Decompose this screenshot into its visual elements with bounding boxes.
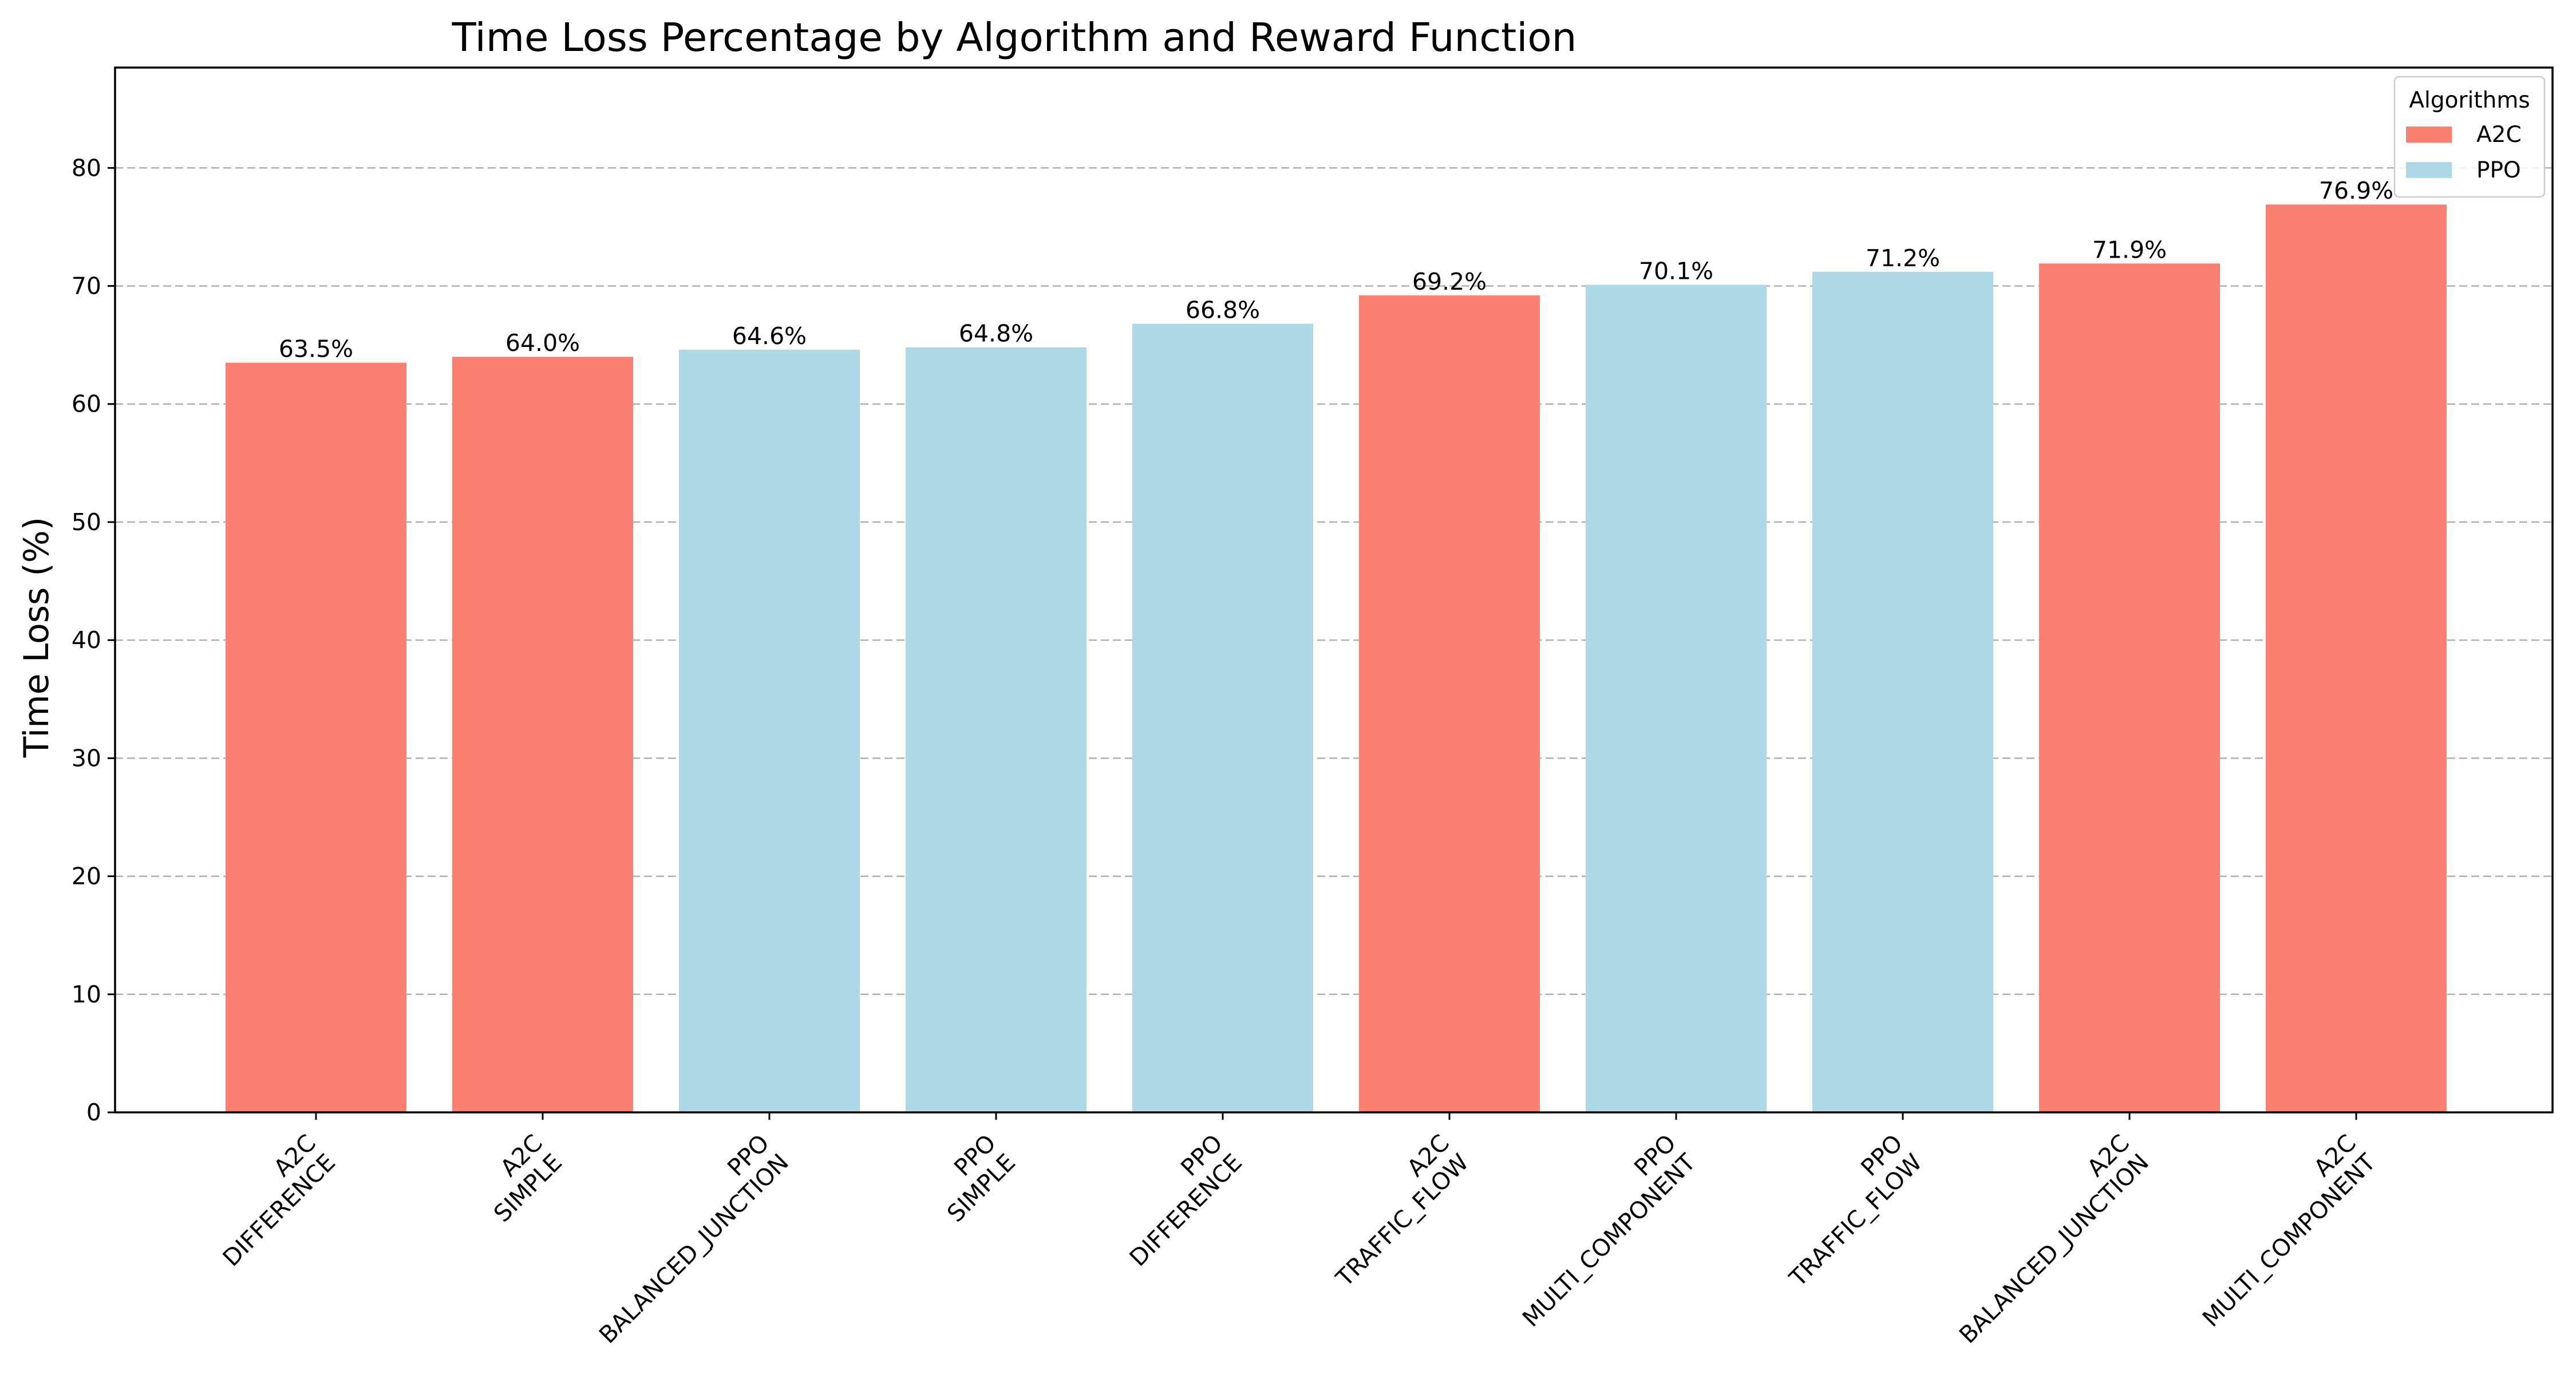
y-axis-label: Time Loss (%) <box>17 517 57 758</box>
x-tick-label-reward: MULTI_COMPONENT <box>1517 1148 1701 1332</box>
x-tick-label-reward: BALANCED_JUNCTION <box>1954 1148 2154 1349</box>
bar-a2c-difference <box>226 362 406 1112</box>
x-tick-label: A2CSIMPLE <box>469 1129 567 1227</box>
x-tick-label: PPOMULTI_COMPONENT <box>1498 1128 1701 1332</box>
bars <box>226 204 2447 1113</box>
bar-ppo-balanced-junction <box>679 349 860 1113</box>
y-tick-label: 10 <box>72 981 101 1008</box>
data-label: 76.9% <box>2319 177 2393 204</box>
bar-ppo-traffic-flow <box>1812 271 1993 1112</box>
y-tick-label: 70 <box>72 272 101 299</box>
data-label: 71.2% <box>1866 244 1940 272</box>
x-tick-label: A2CMULTI_COMPONENT <box>2178 1128 2381 1332</box>
y-tick-label: 60 <box>72 390 101 418</box>
bar-a2c-balanced-junction <box>2039 263 2220 1112</box>
data-label: 71.9% <box>2092 236 2167 263</box>
x-tick-label: A2CTRAFFIC_FLOW <box>1311 1129 1474 1292</box>
bar-a2c-traffic-flow <box>1359 295 1540 1112</box>
data-label: 64.6% <box>732 322 807 350</box>
data-label: 63.5% <box>279 335 353 363</box>
y-tick-label: 40 <box>72 626 101 654</box>
data-label: 69.2% <box>1412 268 1487 295</box>
bar-ppo-multi-component <box>1586 285 1767 1112</box>
legend-swatch-ppo <box>2406 162 2452 178</box>
data-label: 66.8% <box>1186 296 1260 323</box>
y-tick-label: 80 <box>72 154 101 181</box>
x-tick-label: A2CDIFFERENCE <box>198 1129 341 1272</box>
x-axis: A2CDIFFERENCE A2CSIMPLE PPOBALANCED_JUNCTI… <box>198 1112 2381 1349</box>
y-tick-label: 50 <box>72 508 101 536</box>
y-axis: 0 10 20 30 40 50 60 70 80 <box>72 154 115 1126</box>
x-tick-label-reward: TRAFFIC_FLOW <box>1784 1148 1927 1292</box>
data-label: 70.1% <box>1639 257 1713 285</box>
legend-title: Algorithms <box>2409 88 2530 113</box>
y-tick-label: 30 <box>72 744 101 772</box>
data-label: 64.8% <box>959 320 1033 348</box>
legend-label-ppo: PPO <box>2476 157 2521 183</box>
chart-title: Time Loss Percentage by Algorithm and Re… <box>452 15 1577 61</box>
bar-a2c-multi-component <box>2266 204 2447 1113</box>
x-tick-label-reward: MULTI_COMPONENT <box>2197 1148 2381 1332</box>
x-tick-label-reward: BALANCED_JUNCTION <box>594 1148 794 1349</box>
data-labels: 63.5% 64.0% 64.6% 64.8% 66.8% 69.2% 70.1% 71.2%… <box>279 177 2393 362</box>
bar-ppo-simple <box>906 347 1086 1113</box>
y-tick-label: 0 <box>86 1099 101 1126</box>
legend-swatch-a2c <box>2406 127 2452 143</box>
legend-label-a2c: A2C <box>2476 122 2522 148</box>
x-tick-label: PPOTRAFFIC_FLOW <box>1764 1129 1927 1292</box>
gridlines <box>115 167 2553 996</box>
bar-ppo-difference <box>1132 323 1313 1113</box>
bar-a2c-simple <box>452 357 633 1112</box>
plot-frame <box>114 66 2554 1114</box>
x-tick-label: A2CBALANCED_JUNCTION <box>1934 1129 2154 1349</box>
x-tick-label: PPODIFFERENCE <box>1105 1129 1247 1272</box>
legend: Algorithms A2C PPO <box>2393 76 2546 198</box>
x-tick-label: PPOSIMPLE <box>922 1129 1021 1227</box>
x-tick-label: PPOBALANCED_JUNCTION <box>574 1129 794 1349</box>
x-tick-label-reward: TRAFFIC_FLOW <box>1330 1148 1474 1292</box>
y-tick-label: 20 <box>72 863 101 890</box>
data-label: 64.0% <box>505 329 580 357</box>
